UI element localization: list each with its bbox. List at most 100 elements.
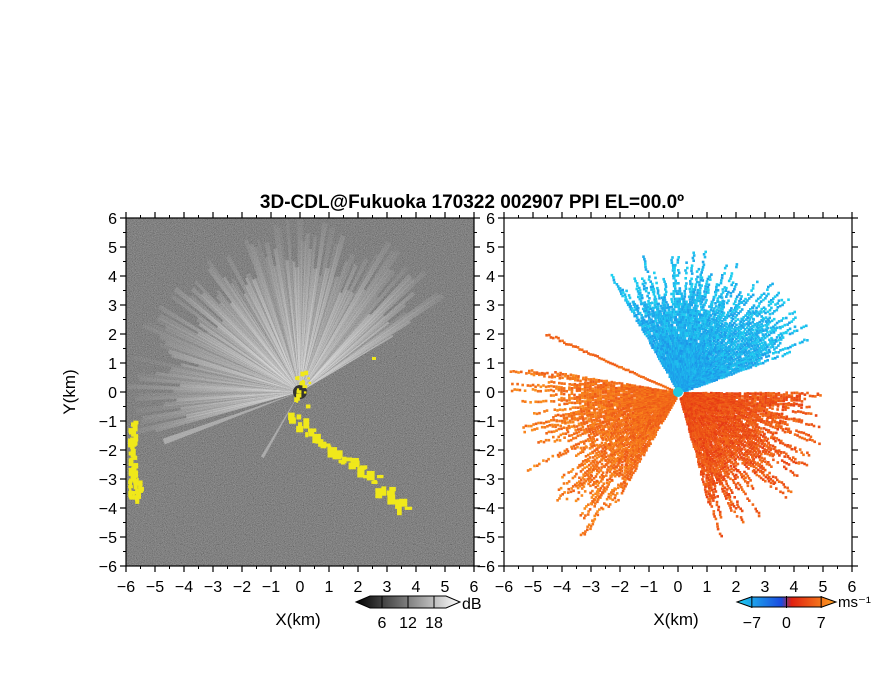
doppler-cell	[706, 277, 710, 281]
doppler-cell	[774, 399, 778, 403]
doppler-cell	[733, 409, 736, 413]
doppler-cell	[679, 336, 683, 340]
doppler-cell	[707, 351, 711, 355]
doppler-cell	[797, 420, 801, 423]
doppler-cell	[725, 325, 728, 329]
doppler-cell	[692, 311, 695, 315]
snr-ray	[132, 355, 300, 392]
doppler-cell	[712, 332, 715, 336]
doppler-cell	[727, 279, 731, 283]
doppler-cell	[759, 391, 762, 395]
doppler-cell	[746, 352, 749, 355]
doppler-cell	[743, 402, 746, 405]
snr-ray	[196, 317, 300, 392]
doppler-cell	[669, 311, 673, 314]
doppler-cell	[730, 316, 733, 320]
snr-ray	[138, 392, 300, 397]
doppler-cell	[755, 334, 759, 337]
snr-ray	[254, 245, 300, 392]
doppler-cell	[772, 352, 775, 355]
doppler-cell	[734, 300, 737, 303]
doppler-cell	[656, 332, 659, 336]
doppler-cell	[652, 339, 656, 343]
doppler-cell	[801, 392, 804, 395]
doppler-cell	[694, 350, 698, 353]
doppler-cell	[783, 430, 787, 434]
doppler-cell	[755, 299, 758, 303]
doppler-cell	[731, 281, 735, 284]
doppler-cell	[654, 276, 657, 280]
doppler-cell	[641, 302, 644, 305]
snr-ray	[300, 222, 328, 392]
doppler-cell	[795, 450, 798, 453]
snr-detection-cell	[320, 441, 327, 449]
doppler-cell	[784, 427, 788, 431]
doppler-cell	[744, 297, 747, 301]
doppler-cell	[770, 412, 773, 416]
doppler-cell	[652, 287, 656, 291]
doppler-cell	[771, 404, 775, 407]
doppler-cell	[768, 350, 772, 354]
doppler-cell	[701, 316, 704, 320]
doppler-cell	[749, 295, 753, 298]
doppler-cell	[724, 318, 727, 322]
doppler-cell	[779, 349, 782, 352]
doppler-cell	[726, 406, 729, 410]
doppler-cell	[646, 305, 650, 309]
doppler-cell	[793, 399, 796, 402]
doppler-cell	[749, 343, 752, 346]
doppler-cell	[781, 429, 785, 432]
doppler-cell	[721, 299, 724, 303]
doppler-cell	[651, 285, 655, 288]
doppler-cell	[714, 293, 718, 297]
doppler-cell	[688, 298, 692, 301]
doppler-cell	[714, 302, 717, 305]
doppler-cell	[767, 421, 771, 424]
doppler-cell	[762, 413, 765, 416]
doppler-cell	[737, 405, 740, 409]
doppler-cell	[746, 364, 749, 367]
doppler-cell	[755, 408, 758, 412]
doppler-cell	[775, 431, 778, 435]
doppler-cell	[793, 343, 797, 346]
doppler-cell	[725, 374, 728, 378]
doppler-cell	[697, 323, 701, 327]
doppler-cell	[612, 276, 615, 279]
doppler-cell	[748, 345, 751, 349]
doppler-cell	[649, 302, 653, 305]
doppler-cell	[675, 331, 679, 334]
doppler-cell	[721, 405, 724, 408]
doppler-cell	[734, 316, 737, 319]
doppler-cell	[690, 319, 693, 322]
doppler-cell	[772, 396, 775, 400]
doppler-cell	[641, 307, 645, 311]
doppler-cell	[764, 359, 767, 363]
snr-detection-cell	[296, 414, 302, 420]
doppler-cell	[751, 426, 755, 429]
doppler-cell	[688, 329, 691, 333]
doppler-cell	[722, 311, 726, 315]
doppler-cell	[770, 331, 773, 335]
doppler-cell	[690, 277, 693, 281]
doppler-cell	[727, 353, 731, 356]
doppler-cell	[664, 325, 667, 328]
doppler-cell	[764, 320, 768, 323]
doppler-cell	[758, 403, 762, 407]
doppler-cell	[692, 251, 695, 255]
doppler-cell	[670, 305, 674, 309]
doppler-cell	[683, 289, 686, 293]
doppler-cell	[729, 325, 732, 328]
doppler-cell	[788, 445, 792, 449]
doppler-cell	[697, 334, 700, 338]
doppler-cell	[708, 345, 711, 349]
doppler-cell	[700, 271, 703, 274]
snr-detection-cell	[376, 474, 384, 479]
doppler-cell	[715, 308, 719, 311]
doppler-cell	[684, 284, 687, 288]
doppler-cell	[804, 433, 808, 436]
doppler-cell	[762, 310, 766, 313]
doppler-cell	[758, 431, 761, 434]
doppler-cell	[772, 394, 775, 398]
doppler-cell	[754, 392, 757, 396]
doppler-cell	[738, 355, 742, 359]
